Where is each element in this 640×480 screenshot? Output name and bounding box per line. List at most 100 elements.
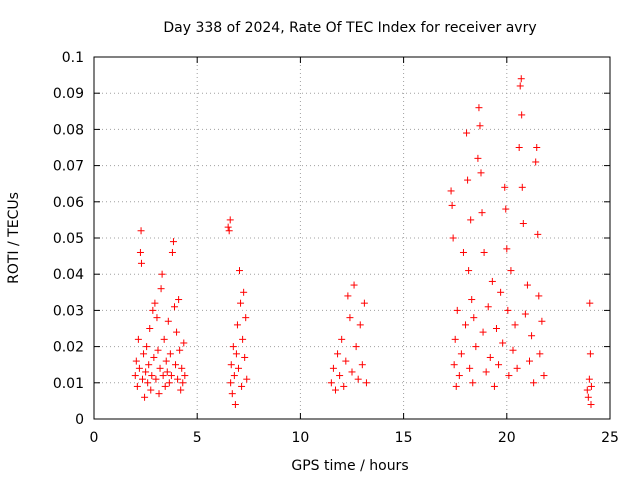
- x-tick-label: 15: [395, 430, 413, 446]
- data-point: [342, 357, 350, 365]
- x-axis-label: GPS time / hours: [291, 458, 408, 474]
- data-point: [240, 288, 248, 296]
- data-point: [132, 357, 140, 365]
- data-point: [143, 343, 151, 351]
- data-point: [160, 335, 168, 343]
- data-point: [448, 201, 456, 209]
- data-point: [227, 361, 235, 369]
- data-point: [227, 379, 235, 387]
- y-tick-label: 0.1: [62, 50, 84, 66]
- data-point: [495, 361, 503, 369]
- y-axis-label: ROTI / TECUs: [6, 192, 22, 284]
- data-point: [502, 205, 510, 213]
- data-point: [336, 372, 344, 380]
- data-point: [475, 104, 483, 112]
- data-point: [243, 375, 251, 383]
- data-point: [504, 306, 512, 314]
- x-tick-label: 20: [498, 430, 516, 446]
- data-point: [177, 386, 185, 394]
- data-point: [476, 122, 484, 130]
- data-point: [517, 75, 525, 83]
- x-tick-label: 25: [601, 430, 619, 446]
- data-point: [467, 216, 475, 224]
- data-point: [156, 364, 164, 372]
- data-point: [469, 379, 477, 387]
- data-point: [234, 364, 242, 372]
- data-point: [175, 296, 183, 304]
- data-point: [242, 314, 250, 322]
- data-point: [181, 372, 189, 380]
- data-point: [352, 343, 360, 351]
- data-point: [179, 379, 187, 387]
- data-point: [486, 353, 494, 361]
- data-point: [237, 299, 245, 307]
- data-point: [536, 350, 544, 358]
- plot-frame: [93, 56, 611, 420]
- data-point: [137, 227, 145, 235]
- data-point: [172, 361, 180, 369]
- data-point: [477, 169, 485, 177]
- data-point: [470, 314, 478, 322]
- data-point: [346, 314, 354, 322]
- data-point: [168, 248, 176, 256]
- data-point: [465, 267, 473, 275]
- data-point: [457, 350, 465, 358]
- data-point: [587, 382, 595, 390]
- data-point: [362, 379, 370, 387]
- data-point: [534, 230, 542, 238]
- data-point: [167, 372, 175, 380]
- data-point: [136, 248, 144, 256]
- data-point: [501, 183, 509, 191]
- data-point: [519, 220, 527, 228]
- data-point: [451, 335, 459, 343]
- data-point: [523, 281, 531, 289]
- data-point: [516, 82, 524, 90]
- data-point: [150, 353, 158, 361]
- data-point: [133, 382, 141, 390]
- data-point: [474, 154, 482, 162]
- data-point: [503, 245, 511, 253]
- data-point: [137, 259, 145, 267]
- data-point: [521, 310, 529, 318]
- data-point: [518, 183, 526, 191]
- data-point: [459, 248, 467, 256]
- x-tick-label: 10: [291, 430, 309, 446]
- data-point: [340, 382, 348, 390]
- data-point: [165, 379, 173, 387]
- data-point: [354, 375, 362, 383]
- data-points: [131, 75, 595, 409]
- data-point: [488, 277, 496, 285]
- data-point: [482, 368, 490, 376]
- data-point: [163, 368, 171, 376]
- data-point: [153, 314, 161, 322]
- data-point: [511, 321, 519, 329]
- data-point: [526, 357, 534, 365]
- data-point: [139, 375, 147, 383]
- y-tick-label: 0.08: [53, 122, 84, 138]
- data-point: [462, 321, 470, 329]
- data-point: [331, 386, 339, 394]
- data-point: [154, 346, 162, 354]
- data-point: [348, 368, 356, 376]
- data-point: [226, 216, 234, 224]
- data-point: [586, 299, 594, 307]
- data-point: [492, 325, 500, 332]
- data-point: [148, 372, 156, 380]
- data-point: [464, 176, 472, 184]
- data-point: [159, 372, 167, 380]
- data-point: [584, 393, 592, 401]
- data-point: [157, 285, 165, 293]
- data-point: [344, 292, 352, 300]
- data-point: [472, 343, 480, 351]
- data-point: [230, 372, 238, 380]
- data-point: [329, 364, 337, 372]
- chart-title: Day 338 of 2024, Rate Of TEC Index for r…: [163, 20, 536, 36]
- data-point: [152, 375, 160, 383]
- data-point: [161, 382, 169, 390]
- data-point: [479, 328, 487, 336]
- data-point: [513, 364, 521, 372]
- data-point: [142, 368, 150, 376]
- data-point: [180, 339, 188, 347]
- data-point: [507, 267, 515, 275]
